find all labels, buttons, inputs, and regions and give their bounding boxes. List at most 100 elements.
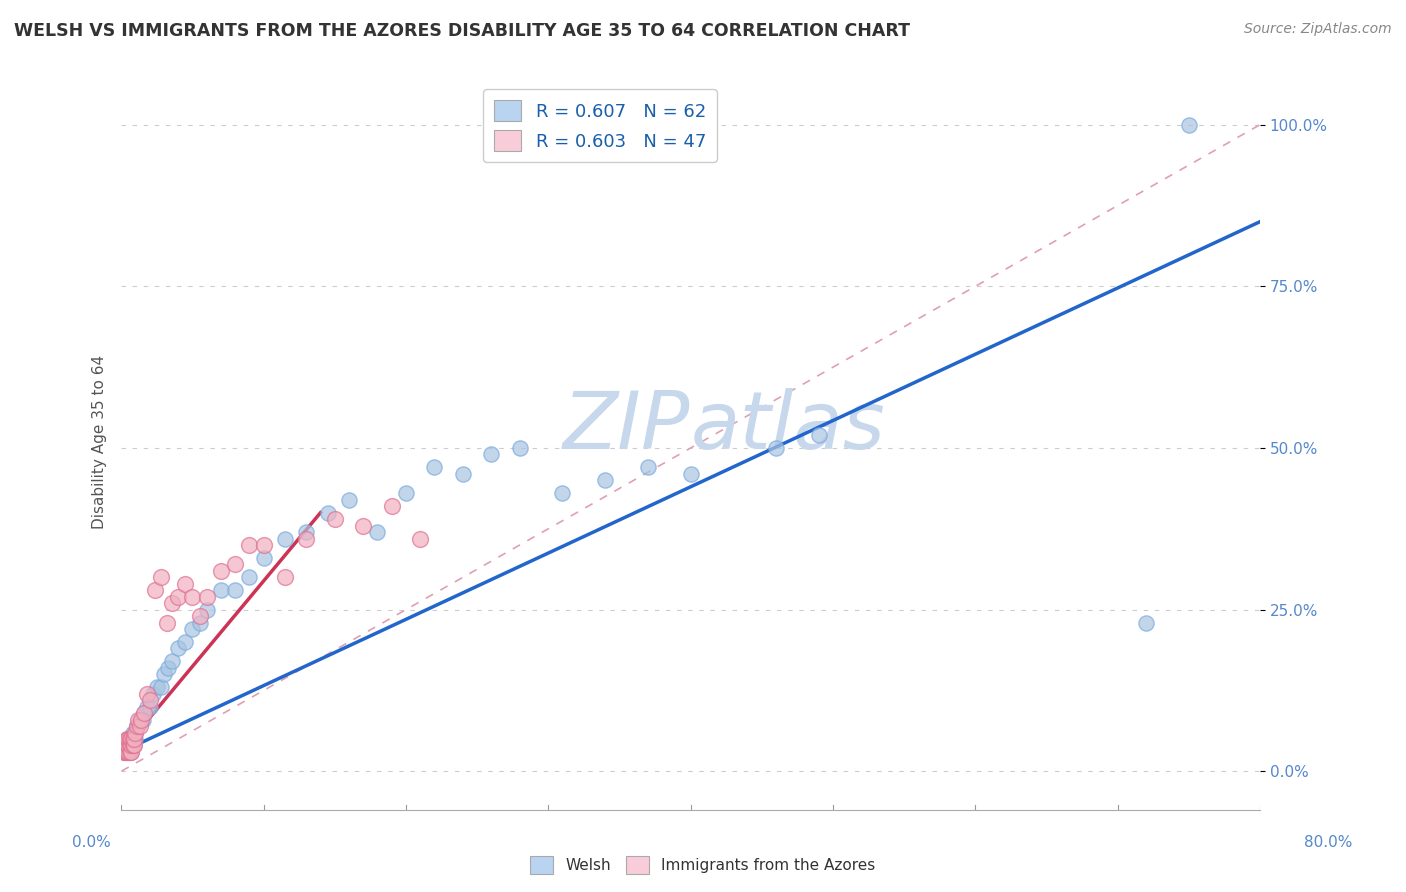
Point — [274, 570, 297, 584]
Point — [295, 524, 318, 539]
Point — [146, 680, 169, 694]
Point — [153, 667, 176, 681]
Point — [195, 602, 218, 616]
Point — [479, 447, 502, 461]
Point — [409, 532, 432, 546]
Point — [132, 706, 155, 720]
Point — [117, 739, 139, 753]
Point — [120, 739, 142, 753]
Text: ZIP: ZIP — [564, 388, 690, 466]
Point — [274, 532, 297, 546]
Point — [118, 739, 141, 753]
Point — [117, 739, 139, 753]
Point — [121, 731, 143, 746]
Point — [138, 693, 160, 707]
Point — [807, 428, 830, 442]
Point — [167, 641, 190, 656]
Point — [115, 739, 138, 753]
Point — [132, 706, 155, 720]
Point — [118, 739, 141, 753]
Point — [118, 731, 141, 746]
Point — [352, 518, 374, 533]
Point — [551, 486, 574, 500]
Point — [1178, 118, 1201, 132]
Point — [252, 538, 274, 552]
Point — [157, 661, 180, 675]
Point — [162, 596, 184, 610]
Point — [195, 590, 218, 604]
Point — [112, 745, 135, 759]
Point — [209, 564, 232, 578]
Point — [395, 486, 418, 500]
Point — [121, 739, 143, 753]
Point — [167, 590, 190, 604]
Point — [135, 699, 157, 714]
Point — [115, 731, 138, 746]
Point — [128, 719, 150, 733]
Point — [145, 583, 167, 598]
Text: 0.0%: 0.0% — [72, 836, 111, 850]
Point — [120, 739, 142, 753]
Point — [765, 441, 787, 455]
Point — [122, 739, 145, 753]
Point — [138, 699, 160, 714]
Point — [129, 713, 152, 727]
Point — [238, 570, 260, 584]
Point — [117, 745, 139, 759]
Text: 80.0%: 80.0% — [1305, 836, 1353, 850]
Point — [150, 570, 173, 584]
Point — [637, 460, 659, 475]
Point — [174, 635, 197, 649]
Point — [117, 745, 139, 759]
Point — [337, 492, 360, 507]
Point — [156, 615, 179, 630]
Point — [122, 731, 145, 746]
Point — [115, 745, 138, 759]
Text: atlas: atlas — [690, 388, 886, 466]
Point — [117, 731, 139, 746]
Point — [224, 583, 246, 598]
Point — [112, 739, 135, 753]
Point — [131, 713, 153, 727]
Point — [114, 745, 136, 759]
Point — [181, 622, 204, 636]
Point — [118, 745, 141, 759]
Point — [150, 680, 173, 694]
Point — [135, 687, 157, 701]
Point — [125, 719, 148, 733]
Text: Source: ZipAtlas.com: Source: ZipAtlas.com — [1244, 22, 1392, 37]
Point — [121, 739, 143, 753]
Point — [128, 713, 150, 727]
Point — [112, 745, 135, 759]
Point — [118, 731, 141, 746]
Point — [124, 731, 146, 746]
Point — [117, 731, 139, 746]
Point — [129, 713, 152, 727]
Point — [121, 725, 143, 739]
Point — [323, 512, 346, 526]
Point — [115, 739, 138, 753]
Point — [127, 719, 149, 733]
Y-axis label: Disability Age 35 to 64: Disability Age 35 to 64 — [93, 354, 107, 529]
Point — [509, 441, 531, 455]
Point — [188, 609, 211, 624]
Point — [120, 731, 142, 746]
Point — [120, 745, 142, 759]
Point — [174, 576, 197, 591]
Point — [114, 739, 136, 753]
Point — [162, 654, 184, 668]
Point — [114, 745, 136, 759]
Legend: Welsh, Immigrants from the Azores: Welsh, Immigrants from the Azores — [524, 850, 882, 880]
Point — [188, 615, 211, 630]
Point — [141, 687, 163, 701]
Point — [114, 739, 136, 753]
Point — [593, 473, 616, 487]
Legend: R = 0.607   N = 62, R = 0.603   N = 47: R = 0.607 N = 62, R = 0.603 N = 47 — [484, 89, 717, 161]
Point — [127, 713, 149, 727]
Text: WELSH VS IMMIGRANTS FROM THE AZORES DISABILITY AGE 35 TO 64 CORRELATION CHART: WELSH VS IMMIGRANTS FROM THE AZORES DISA… — [14, 22, 910, 40]
Point — [1135, 615, 1157, 630]
Point — [124, 725, 146, 739]
Point — [181, 590, 204, 604]
Point — [124, 725, 146, 739]
Point — [366, 524, 388, 539]
